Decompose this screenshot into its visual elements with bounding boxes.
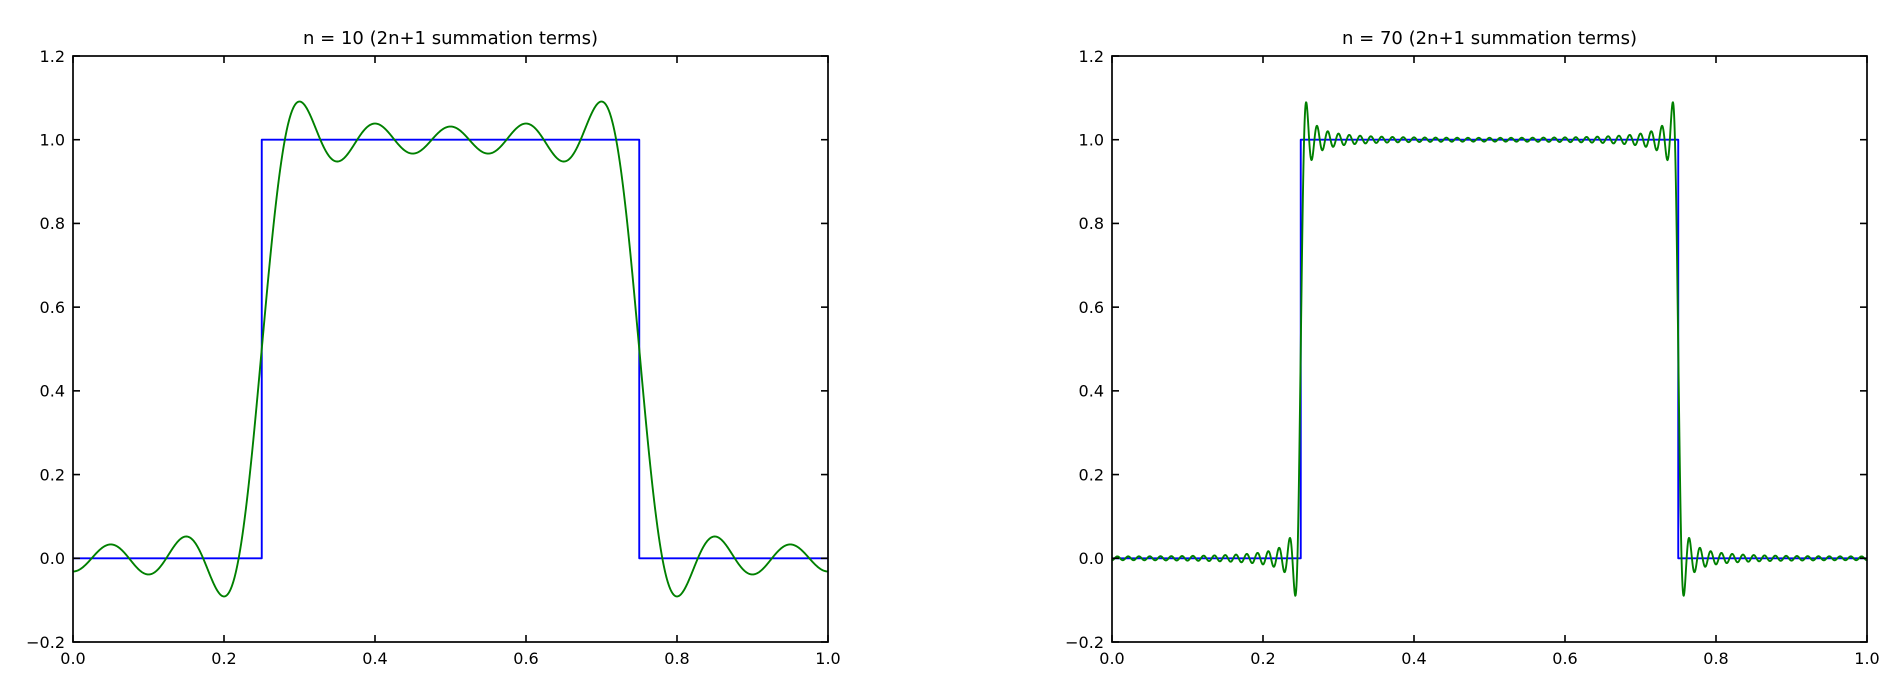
- chart-n-70: 0.0 0.2 0.4 0.6 0.8 1.0−0.20.00.20.40.60.81.0…: [1065, 47, 1880, 668]
- y-tick-label: −0.2: [1065, 633, 1104, 652]
- x-tick-label: 0.6: [513, 649, 538, 668]
- x-tick-label: 0.2: [1250, 649, 1275, 668]
- y-tick-label: 0.2: [40, 465, 65, 484]
- square-wave-line: [1112, 138, 1867, 560]
- y-tick-label: 1.0: [40, 130, 65, 149]
- y-tick-label: 1.2: [1079, 47, 1104, 66]
- y-tick-label: 0.4: [40, 382, 65, 401]
- axes-spines: [72, 55, 829, 643]
- y-tick-label: 1.2: [40, 47, 65, 66]
- y-tick-label: 0.6: [1079, 298, 1104, 317]
- y-tick-label: 0.6: [40, 298, 65, 317]
- y-tick-label: −0.2: [26, 633, 65, 652]
- x-tick-label: 0.4: [1401, 649, 1426, 668]
- y-tick-label: 0.8: [40, 214, 65, 233]
- chart-title-n70: n = 70 (2n+1 summation terms): [1342, 28, 1637, 49]
- y-tick-label: 0.0: [1079, 549, 1104, 568]
- y-tick-label: 0.8: [1079, 214, 1104, 233]
- y-tick-label: 0.2: [1079, 465, 1104, 484]
- square-wave-line: [73, 138, 828, 560]
- fourier-partial-sum-line: [72, 100, 829, 598]
- x-tick-label: 0.0: [60, 649, 85, 668]
- plot-area: [73, 56, 828, 642]
- fourier-partial-sum-line: [1111, 101, 1868, 597]
- x-tick-label: 0.0: [1099, 649, 1124, 668]
- y-tick-label: 1.0: [1079, 130, 1104, 149]
- x-tick-label: 0.2: [211, 649, 236, 668]
- x-tick-label: 1.0: [815, 649, 840, 668]
- y-tick-label: 0.4: [1079, 382, 1104, 401]
- x-tick-label: 0.8: [1703, 649, 1728, 668]
- x-tick-label: 0.6: [1552, 649, 1577, 668]
- plot-area: [1112, 56, 1867, 642]
- x-tick-label: 0.8: [664, 649, 689, 668]
- x-tick-label: 0.4: [362, 649, 387, 668]
- x-tick-label: 1.0: [1854, 649, 1879, 668]
- axes-spines: [1111, 55, 1868, 643]
- y-tick-label: 0.0: [40, 549, 65, 568]
- chart-title-n10: n = 10 (2n+1 summation terms): [303, 28, 598, 49]
- chart-n-10: 0.0 0.2 0.4 0.6 0.8 1.0−0.20.00.20.40.60.81.0…: [26, 47, 841, 668]
